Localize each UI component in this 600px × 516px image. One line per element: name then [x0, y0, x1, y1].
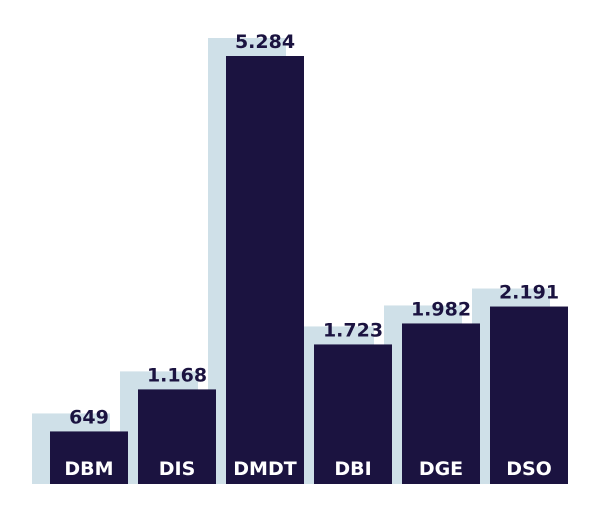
category-label-dso: DSO: [506, 458, 552, 480]
category-label-dbm: DBM: [64, 458, 113, 480]
bar-layer: [50, 56, 568, 484]
value-label-dbi: 1.723: [323, 319, 383, 341]
bar-dbi: [314, 344, 392, 484]
category-label-dis: DIS: [159, 458, 196, 480]
bar-dbm: [50, 431, 128, 484]
bar-dmdt: [226, 56, 304, 484]
value-label-dso: 2.191: [499, 282, 559, 304]
value-label-dbm: 649: [69, 406, 109, 428]
category-label-dbi: DBI: [334, 458, 371, 480]
bar-dso: [490, 306, 568, 484]
category-label-dge: DGE: [419, 458, 463, 480]
label-layer: 649 DBM 1.168 DIS 5.284 DMDT 1.723 DBI 1.982 DGE 2…: [64, 31, 559, 480]
bar-dge: [402, 323, 480, 484]
category-label-dmdt: DMDT: [233, 458, 296, 480]
bar-dis: [138, 389, 216, 484]
value-label-dmdt: 5.284: [235, 31, 295, 53]
value-label-dge: 1.982: [411, 298, 471, 320]
value-label-dis: 1.168: [147, 364, 207, 386]
